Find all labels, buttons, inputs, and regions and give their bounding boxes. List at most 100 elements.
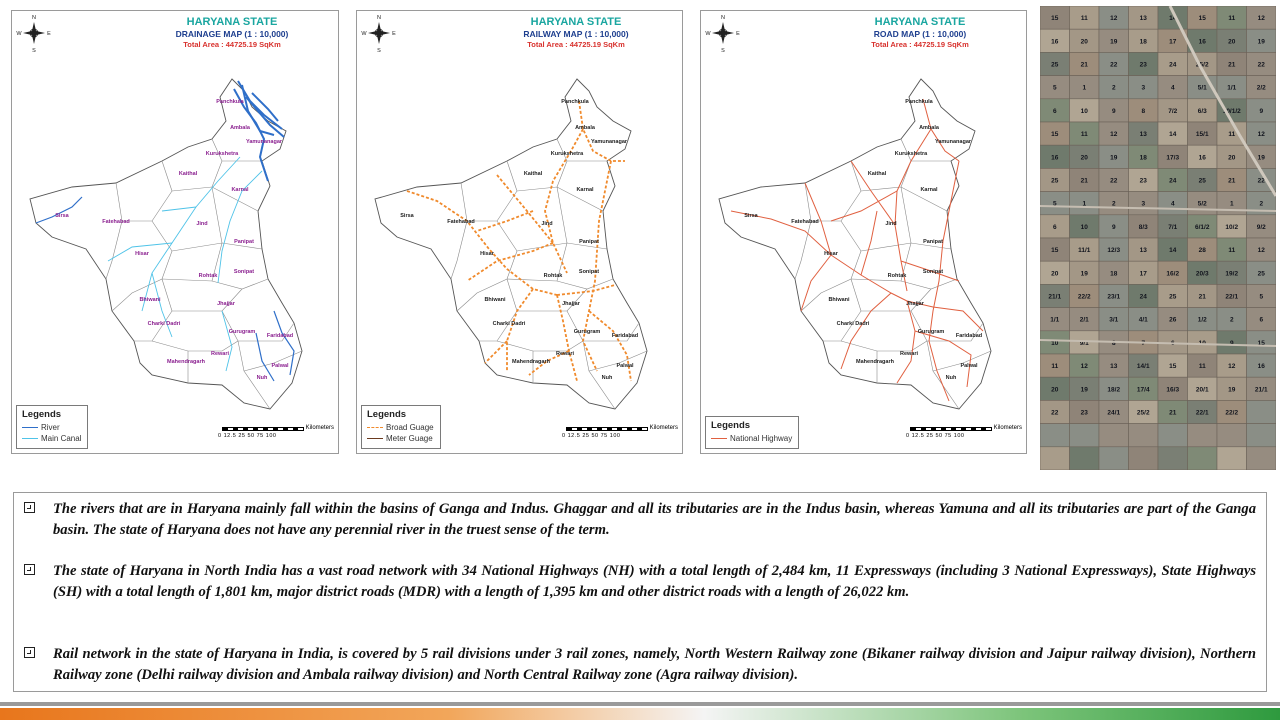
district-label: Gurugram: [918, 329, 945, 335]
plot-number-label: 9: [1112, 224, 1116, 231]
plot-number-label: 5: [1053, 201, 1057, 208]
district-label: Nuh: [257, 375, 268, 381]
plot-number-label: 10/1/2: [1223, 108, 1241, 115]
district-label: Panipat: [923, 239, 943, 245]
plot-number-label: 9: [1230, 340, 1234, 347]
district-label: Mahendragarh: [512, 359, 551, 365]
plot-number-label: 25: [1051, 62, 1059, 69]
district-label: Kaithal: [868, 171, 887, 177]
plot-number-label: 21: [1228, 62, 1236, 69]
district-boundary: [932, 350, 992, 372]
plot-number-label: 18: [1110, 270, 1118, 277]
district-label: Gurugram: [574, 329, 601, 335]
plot-number-label: 13: [1110, 363, 1118, 370]
map-type-title: DRAINAGE MAP (1 : 10,000): [175, 29, 289, 39]
plot-number-label: 19: [1081, 270, 1089, 277]
plot-number-label: 19: [1110, 38, 1118, 45]
satellite-plot: [1040, 446, 1070, 470]
plot-number-label: 16: [1051, 154, 1059, 161]
plot-number-label: 21/1: [1048, 294, 1061, 301]
satellite-plot: [1098, 446, 1129, 470]
legend-label: River: [41, 423, 60, 432]
state-map-group: Panchkula Ambala Yamunanagar Kurukshetra Kai…: [718, 78, 992, 410]
road-map-panel: Panchkula Ambala Yamunanagar Kurukshetra Kai…: [700, 10, 1027, 454]
district-label: Jhajjar: [906, 301, 925, 307]
district-label: Nuh: [946, 375, 957, 381]
plot-number-label: 1: [1230, 201, 1234, 208]
plot-number-label: 11/1: [1078, 247, 1091, 254]
district-label: Kurukshetra: [895, 151, 928, 157]
map-total-area: Total Area : 44725.19 SqKm: [871, 40, 969, 49]
district-label: Bhiwani: [828, 297, 850, 303]
highway-line: [906, 300, 984, 332]
satellite-plot: [1128, 446, 1159, 470]
district-label: Kaithal: [179, 171, 198, 177]
plot-number-label: 19: [1228, 386, 1236, 393]
compass-ring: [374, 28, 384, 38]
plot-number-label: 2: [1112, 85, 1116, 92]
district-label: Yamunanagar: [935, 139, 972, 145]
bullet-rivers: The rivers that are in Haryana mainly fa…: [24, 499, 1256, 541]
plot-number-label: 1/1: [1050, 317, 1059, 324]
plot-number-label: 11: [1081, 15, 1088, 22]
legend-swatch: [711, 438, 727, 439]
legend-title: Legends: [367, 409, 407, 420]
district-label: Bhiwani: [139, 297, 161, 303]
plot-number-label: 1: [1082, 85, 1086, 92]
plot-number-label: 18: [1140, 154, 1148, 161]
legend-label: Main Canal: [41, 434, 82, 443]
plot-number-label: 5: [1259, 294, 1263, 301]
map-legend: Legends National Highway: [705, 416, 800, 449]
scale-unit: Kilometers: [649, 425, 678, 431]
map-total-area: Total Area : 44725.19 SqKm: [527, 40, 625, 49]
satellite-plot: [1246, 446, 1276, 470]
scale-bar: Kilometers 0 12.5 25 50 75 100: [558, 425, 678, 447]
plot-number-label: 21: [1228, 178, 1236, 185]
plot-number-label: 15: [1199, 15, 1207, 22]
plot-number-label: 7/2: [1168, 108, 1177, 115]
drainage-map: Panchkula Ambala Yamunanagar Kurukshetra Kai…: [16, 15, 303, 410]
plot-number-label: 14: [1169, 15, 1177, 22]
plot-number-label: 19: [1081, 386, 1089, 393]
river-line: [233, 88, 269, 182]
bullet-rail: Rail network in the state of Haryana in …: [24, 644, 1256, 686]
compass-icon: N S E W: [705, 15, 740, 54]
plot-number-label: 11: [1228, 15, 1235, 22]
railway-map: Panchkula Ambala Yamunanagar Kurukshetra Kai…: [361, 15, 648, 410]
plot-number-label: 22: [1110, 178, 1118, 185]
district-label: Fatehabad: [102, 219, 130, 225]
district-label: Rewari: [556, 351, 575, 357]
district-label: Ambala: [230, 125, 251, 131]
plot-number-label: 8: [1141, 108, 1145, 115]
district-label: Rewari: [900, 351, 919, 357]
plot-number-label: 19: [1110, 154, 1118, 161]
plot-number-label: 12: [1081, 363, 1089, 370]
satellite-plot: [1098, 423, 1129, 448]
plot-number-label: 11: [1199, 363, 1206, 370]
legend-label: Meter Guage: [386, 434, 433, 443]
railway-map-panel: Panchkula Ambala Yamunanagar Kurukshetra Kai…: [356, 10, 683, 454]
highway-line: [804, 182, 832, 256]
compass-ring: [718, 28, 728, 38]
district-boundary: [840, 340, 928, 352]
district-boundary: [588, 350, 648, 372]
plot-number-label: 23: [1140, 178, 1148, 185]
plot-number-label: 25: [1258, 270, 1266, 277]
plot-number-label: 24: [1140, 294, 1148, 301]
highway-line: [850, 160, 896, 226]
compass-letter: W: [361, 31, 367, 37]
plot-number-label: 2: [1230, 317, 1234, 324]
scale-unit: Kilometers: [305, 425, 334, 431]
plot-number-label: 5: [1053, 85, 1057, 92]
district-boundary: [794, 182, 812, 280]
plot-number-label: 25: [1199, 178, 1207, 185]
railway-line: [484, 340, 508, 364]
highway-line: [928, 160, 960, 402]
plot-number-label: 2/2: [1257, 85, 1266, 92]
highway-line: [896, 300, 916, 384]
road-map: Panchkula Ambala Yamunanagar Kurukshetra Kai…: [705, 15, 992, 410]
plot-number-label: 22/2: [1225, 410, 1238, 417]
footer-top-line: [0, 702, 1280, 706]
canal-line: [141, 156, 241, 312]
bullet-text: The state of Haryana in North India has …: [53, 563, 1256, 600]
